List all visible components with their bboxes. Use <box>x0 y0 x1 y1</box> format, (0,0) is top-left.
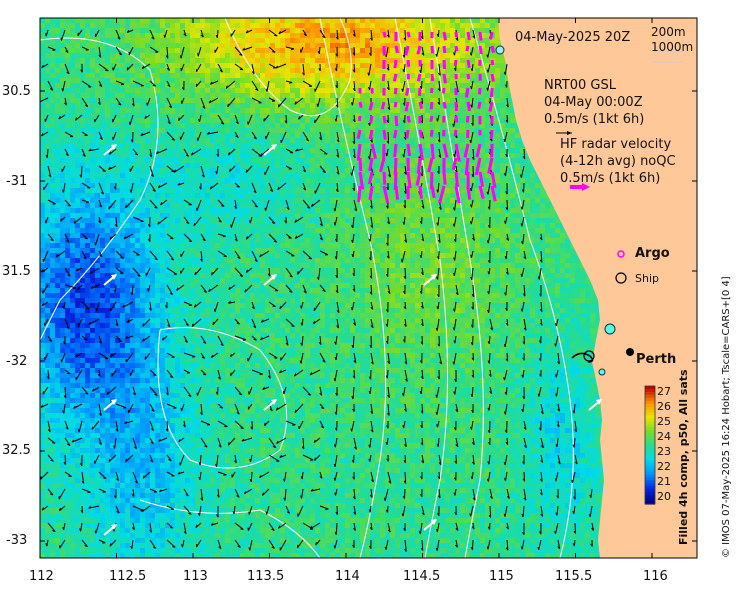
x-tick-label: 112.5 <box>109 569 147 584</box>
argo-symbol <box>617 250 625 258</box>
ship-marker-south <box>598 368 606 376</box>
hf-label-line1: HF radar velocity <box>560 137 672 152</box>
ship-marker-rottnest <box>583 350 595 362</box>
perth-location-marker <box>626 348 634 356</box>
colorbar-tick-label: 27 <box>657 385 671 398</box>
x-tick-label: 116 <box>643 569 668 584</box>
hf-label-line3: 0.5m/s (1kt 6h) <box>560 171 661 186</box>
y-tick-label: -31 <box>6 174 28 189</box>
perth-label: Perth <box>636 352 677 367</box>
x-tick-label: 114.5 <box>403 569 441 584</box>
gsl-velocity-arrows <box>40 29 602 552</box>
colorbar-tick-label: 23 <box>657 445 671 458</box>
x-tick-label: 115.5 <box>555 569 593 584</box>
ship-marker-north <box>495 45 505 55</box>
x-tick-label: 115 <box>489 569 514 584</box>
depth-contours <box>40 18 574 558</box>
gsl-label-line3: 0.5m/s (1kt 6h) <box>544 112 645 127</box>
hf-scale-arrow <box>570 183 590 191</box>
ship-marker-coast <box>604 323 616 335</box>
argo-legend-label: Argo <box>635 246 670 261</box>
y-tick-label: 31.5 <box>2 264 31 279</box>
gsl-label-line1: NRT00 GSL <box>544 78 616 93</box>
ship-legend-label: Ship <box>635 272 659 285</box>
colorbar <box>644 385 656 505</box>
hf-label-line2: (4-12h avg) noQC <box>560 154 676 169</box>
colorbar-title: Filled 4h comp, p50, All sats <box>677 369 690 545</box>
hf-radar-velocity-arrows <box>356 31 497 204</box>
legend-date: 04-May-2025 20Z <box>515 30 631 45</box>
ship-symbol <box>615 272 627 284</box>
legend-depth-1000m: 1000m <box>651 40 694 54</box>
colorbar-tick-label: 22 <box>657 460 671 473</box>
y-tick-label: 32.5 <box>2 443 31 458</box>
x-axis-ticks <box>39 18 653 558</box>
y-tick-label: -32 <box>6 354 28 369</box>
x-tick-label: 112 <box>29 569 54 584</box>
gsl-scale-arrow <box>556 131 572 135</box>
plot-frame <box>39 17 698 559</box>
colorbar-tick-label: 25 <box>657 415 671 428</box>
glider-track <box>571 352 594 363</box>
legend-depth-200m: 200m <box>651 25 686 39</box>
x-tick-label: 113 <box>183 569 208 584</box>
colorbar-tick-label: 26 <box>657 400 671 413</box>
gsl-label-line2: 04-May 00:00Z <box>544 95 643 110</box>
credit-line: © IMOS 07-May-2025 16:24 Hobart; Tscale=… <box>721 276 732 558</box>
y-axis-ticks <box>40 90 697 542</box>
legend-symbols <box>556 51 683 284</box>
x-tick-label: 114 <box>335 569 360 584</box>
colorbar-tick-label: 21 <box>657 475 671 488</box>
y-tick-label: -33 <box>6 533 28 548</box>
x-tick-label: 113.5 <box>247 569 285 584</box>
colorbar-tick-label: 20 <box>657 490 671 503</box>
colorbar-tick-label: 24 <box>657 430 671 443</box>
y-tick-label: 30.5 <box>2 84 31 99</box>
